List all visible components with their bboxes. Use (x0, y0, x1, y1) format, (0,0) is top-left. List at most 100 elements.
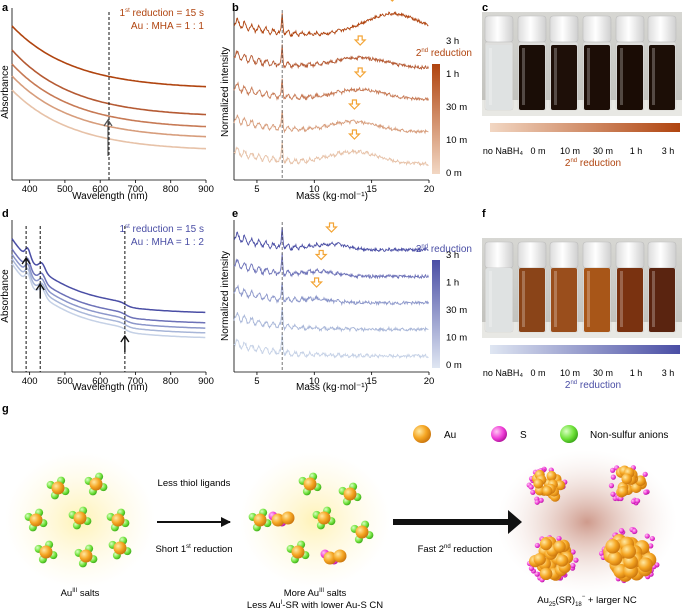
x-axis-label: Wavelength (nm) (72, 382, 148, 393)
tick-label: 800 (163, 184, 179, 195)
peak-arrows (347, 0, 395, 140)
vial-highlight (587, 48, 590, 105)
peak-arrow-icon (347, 129, 361, 140)
panel-label-f: f (482, 208, 486, 220)
vial-labels: no NaBH₄ 0 m 10 m 30 m 1 h 3 h (483, 146, 674, 156)
au-atom-icon (621, 473, 633, 485)
stage1-label: AuIII salts (61, 588, 100, 599)
x-axis-label: Mass (kg·mol⁻¹) (296, 191, 368, 202)
vial-highlight (587, 271, 590, 327)
vial-label: 0 m (530, 146, 545, 156)
tick-label: 500 (57, 184, 73, 195)
legend-label: 30 m (446, 305, 467, 316)
sulfur-atom-icon (534, 542, 540, 549)
mass-spectrum-line (233, 252, 429, 280)
vial-solution (519, 45, 545, 110)
au-atom-icon (607, 551, 623, 566)
annotation-first-reduction: 1st reduction = 15 s (120, 224, 204, 235)
au-atom-icon (555, 554, 569, 567)
arrow1-top-label: Less thiol ligands (158, 478, 231, 489)
sulfur-atom-icon (610, 467, 616, 473)
legend-label: 30 m (446, 102, 467, 113)
sulfur-atom-icon (538, 497, 544, 503)
legend-anion: Non-sulfur anions (590, 430, 668, 441)
sulfur-atom-icon (634, 498, 641, 504)
vial-highlight (554, 48, 557, 105)
sulfur-atom-icon (632, 528, 638, 534)
x-ticks: 400 500 600 700 800 900 (22, 180, 214, 195)
panel-label-a: a (2, 2, 9, 14)
tick-label: 900 (198, 184, 214, 195)
mass-spectrum-line (233, 281, 429, 307)
mass-spectrum-line (233, 141, 429, 167)
vial-solution (617, 45, 643, 110)
vial-solution (551, 268, 577, 332)
vial-cap (549, 15, 579, 43)
shift-arrow (103, 118, 113, 156)
tick-label: 400 (22, 184, 38, 195)
shift-arrow (35, 282, 45, 298)
peak-arrow-icon (310, 277, 324, 288)
vial-highlight (620, 48, 623, 105)
vial-solution (649, 268, 675, 332)
vial-highlight (554, 271, 557, 327)
caption-second-reduction: 2nd reduction (565, 380, 621, 391)
sulfur-atom-icon (570, 549, 576, 555)
spectrum-line (11, 75, 207, 138)
peak-arrow-icon (347, 99, 361, 110)
vials (484, 241, 677, 333)
mass-spectrum-plot-e: 5 10 15 20 Mass (kg·mol⁻¹) Normalized inten… (220, 220, 472, 393)
x-axis-label: Wavelength (nm) (72, 191, 148, 202)
annotation-ratio: Au : MHA = 1 : 2 (131, 237, 205, 248)
vial-highlight (522, 271, 525, 327)
peak-arrow-icon (314, 249, 328, 261)
au-atom-icon (621, 544, 637, 559)
panel-label-c: c (482, 2, 488, 14)
au-atom-icon (555, 480, 566, 491)
vial-cap (615, 241, 645, 269)
annotation-ratio: Au : MHA = 1 : 1 (131, 21, 205, 32)
legend-labels: 0 m 10 m 30 m 1 h 3 h (446, 250, 467, 371)
vial-label: 10 m (560, 368, 580, 378)
au-atom-icon (113, 541, 127, 555)
vial-solution (519, 268, 545, 332)
y-axis-label: Absorbance (0, 65, 11, 119)
vial-cap (517, 15, 547, 43)
spectrum-line (11, 63, 207, 128)
stage2-label-line2: Less AuI-SR with lower Au-S CN (247, 600, 383, 611)
x-ticks: 400 500 600 700 800 900 (22, 372, 214, 387)
tick-label: 900 (198, 376, 214, 387)
vial-solution (617, 268, 643, 332)
vial-label-control: no NaBH₄ (483, 146, 524, 156)
spectrum-line (11, 263, 206, 339)
legend-colorbar (432, 260, 440, 368)
au-atom-icon (638, 557, 653, 572)
x-axis-label: Mass (kg·mol⁻¹) (296, 382, 368, 393)
stage3-label: Au25(SR)18− + larger NC (537, 594, 637, 608)
tick-label: 10 (309, 376, 320, 387)
peak-arrow-icon (325, 222, 338, 233)
sulfur-atom-icon (534, 499, 540, 505)
legend-s: S (520, 430, 527, 441)
au-atom-icon (89, 477, 103, 491)
spectrum-line (11, 25, 207, 88)
vial-cap (615, 15, 645, 43)
au-atom-icon (317, 511, 331, 525)
y-axis-label: Absorbance (0, 269, 11, 323)
sulfur-atom-icon (491, 426, 507, 442)
vial-solution (649, 45, 675, 110)
vial-cap (582, 15, 612, 43)
vial-highlight (489, 271, 492, 327)
legend-labels: 0 m 10 m 30 m 1 h 3 h (446, 36, 467, 179)
spectrum-line (11, 253, 206, 329)
legend-label: 0 m (446, 360, 462, 371)
stage2-label-line1: More AuIII salts (284, 588, 347, 599)
time-gradient-bar (490, 123, 680, 132)
legend-au: Au (444, 430, 456, 441)
tick-label: 600 (92, 184, 108, 195)
tick-label: 500 (57, 376, 73, 387)
tick-label: 400 (22, 376, 38, 387)
au-atom-icon (271, 513, 285, 527)
arrow1-bottom-label: Short 1st reduction (155, 544, 232, 555)
